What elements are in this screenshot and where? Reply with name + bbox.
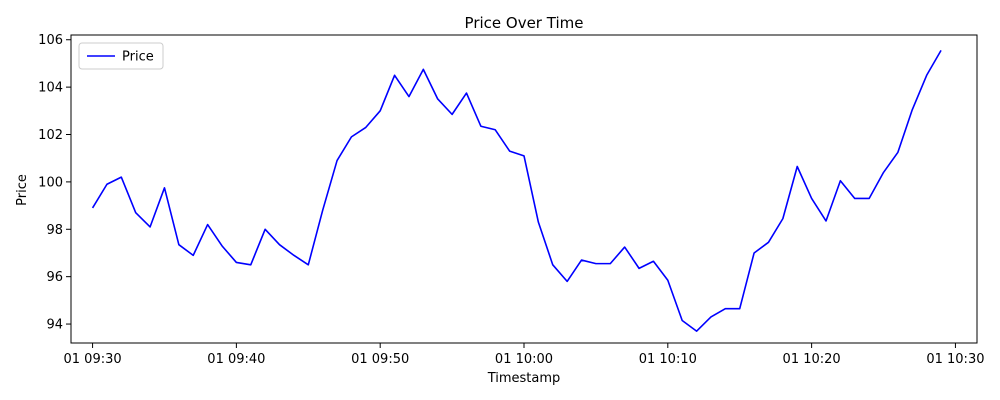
- y-axis-label: Price: [15, 174, 30, 206]
- y-tick-label: 96: [46, 270, 63, 285]
- y-axis: 94 96 98 100 102 104 106: [38, 33, 71, 333]
- y-tick-label: 100: [38, 175, 63, 190]
- y-tick-label: 98: [46, 223, 63, 238]
- plot-area: [70, 34, 978, 344]
- y-tick-label: 102: [38, 128, 63, 143]
- x-tick-label: 01 10:00: [495, 352, 553, 367]
- x-tick-label: 01 10:10: [639, 352, 697, 367]
- y-tick-label: 94: [46, 318, 63, 333]
- x-tick-label: 01 09:30: [64, 352, 122, 367]
- x-axis: 01 09:30 01 09:40 01 09:50 01 10:00 01 10:10…: [64, 343, 984, 367]
- x-axis-label: Timestamp: [487, 371, 561, 386]
- chart-title: Price Over Time: [465, 14, 584, 32]
- plot-frame: [70, 34, 978, 344]
- x-tick-label: 01 09:40: [207, 352, 265, 367]
- legend-box: [78, 42, 164, 70]
- y-tick-label: 104: [38, 81, 63, 96]
- x-tick-label: 01 10:30: [926, 352, 984, 367]
- x-tick-label: 01 10:20: [783, 352, 841, 367]
- x-tick-label: 01 09:50: [351, 352, 409, 367]
- y-tick-label: 106: [38, 33, 63, 48]
- series-line-price: [91, 49, 942, 332]
- legend: Price: [78, 42, 164, 70]
- legend-label: Price: [122, 50, 154, 65]
